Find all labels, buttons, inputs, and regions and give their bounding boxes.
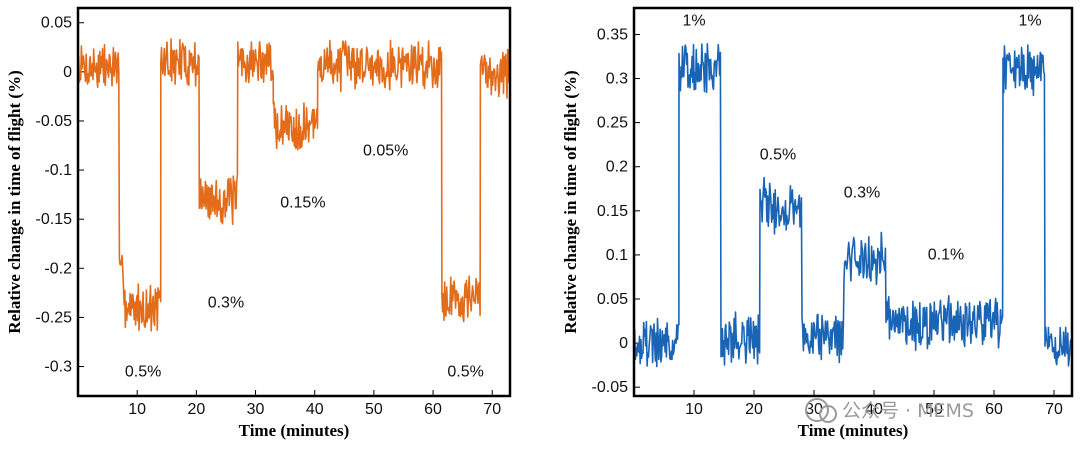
y-tick-label: 0.05 xyxy=(41,15,72,32)
y-tick-label: -0.15 xyxy=(36,211,73,228)
y-tick-label: 0.1 xyxy=(606,247,628,264)
step-annotation: 0.3% xyxy=(844,185,880,202)
y-tick-label: 0.2 xyxy=(606,159,628,176)
y-tick-label: -0.05 xyxy=(592,379,629,396)
x-tick-label: 30 xyxy=(805,401,823,418)
y-tick-label: 0.05 xyxy=(597,291,628,308)
plot-frame xyxy=(76,6,512,398)
y-tick-label: -0.2 xyxy=(44,260,72,277)
x-tick-label: 40 xyxy=(306,401,324,418)
step-annotation: 0.5% xyxy=(125,363,161,380)
step-annotation: 1% xyxy=(1018,13,1041,30)
x-tick-label: 20 xyxy=(187,401,205,418)
y-tick-label: -0.05 xyxy=(36,113,73,130)
y-tick-label: 0.35 xyxy=(597,26,628,43)
x-tick-label: 50 xyxy=(925,401,943,418)
step-annotation: 0.05% xyxy=(363,142,408,159)
series-line xyxy=(634,43,1072,368)
y-tick-label: -0.3 xyxy=(44,359,72,376)
y-axis-title: Relative change in time of flight (%) xyxy=(5,70,24,333)
plot-frame xyxy=(632,6,1074,398)
left-chart: 10 20 30 40 50 60 70 0.05 0 -0.05 -0.1 -0.15 -0.2 -0.… xyxy=(5,6,512,440)
x-tick-label: 60 xyxy=(424,401,442,418)
x-axis-title: Time (minutes) xyxy=(239,421,350,440)
step-annotation: 0.3% xyxy=(208,295,244,312)
x-tick-label: 50 xyxy=(365,401,383,418)
y-tick-label: 0.15 xyxy=(597,203,628,220)
series-line xyxy=(78,38,510,332)
right-chart: 10 20 30 40 50 60 70 0.35 0.3 0.25 0.2 0.15 0.1 0.05 0… xyxy=(561,6,1074,440)
x-axis-title: Time (minutes) xyxy=(798,421,909,440)
x-tick-label: 20 xyxy=(745,401,763,418)
x-tick-label: 70 xyxy=(1045,401,1063,418)
y-tick-label: 0 xyxy=(63,64,72,81)
y-axis-title: Relative change in time of flight (%) xyxy=(561,70,580,333)
x-tick-label: 70 xyxy=(483,401,501,418)
step-annotation: 0.5% xyxy=(447,363,483,380)
step-annotation: 0.1% xyxy=(928,246,964,263)
x-tick-label: 60 xyxy=(985,401,1003,418)
watermark-text: 公众号 · MEMS xyxy=(842,400,974,422)
y-tick-label: -0.25 xyxy=(36,309,73,326)
watermark: 公众号 · MEMS xyxy=(805,398,974,423)
y-tick-label: 0.3 xyxy=(606,71,628,88)
wechat-icon xyxy=(805,398,829,422)
step-annotation: 1% xyxy=(682,13,705,30)
x-tick-label: 10 xyxy=(685,401,703,418)
wechat-icon-bubble xyxy=(819,405,837,423)
y-tick-label: 0 xyxy=(619,335,628,352)
y-tick-label: -0.1 xyxy=(44,162,72,179)
x-tick-label: 10 xyxy=(128,401,146,418)
y-tick-label: 0.25 xyxy=(597,115,628,132)
step-annotation: 0.5% xyxy=(760,147,796,164)
x-tick-label: 40 xyxy=(865,401,883,418)
step-annotation: 0.15% xyxy=(280,194,325,211)
x-tick-label: 30 xyxy=(247,401,265,418)
